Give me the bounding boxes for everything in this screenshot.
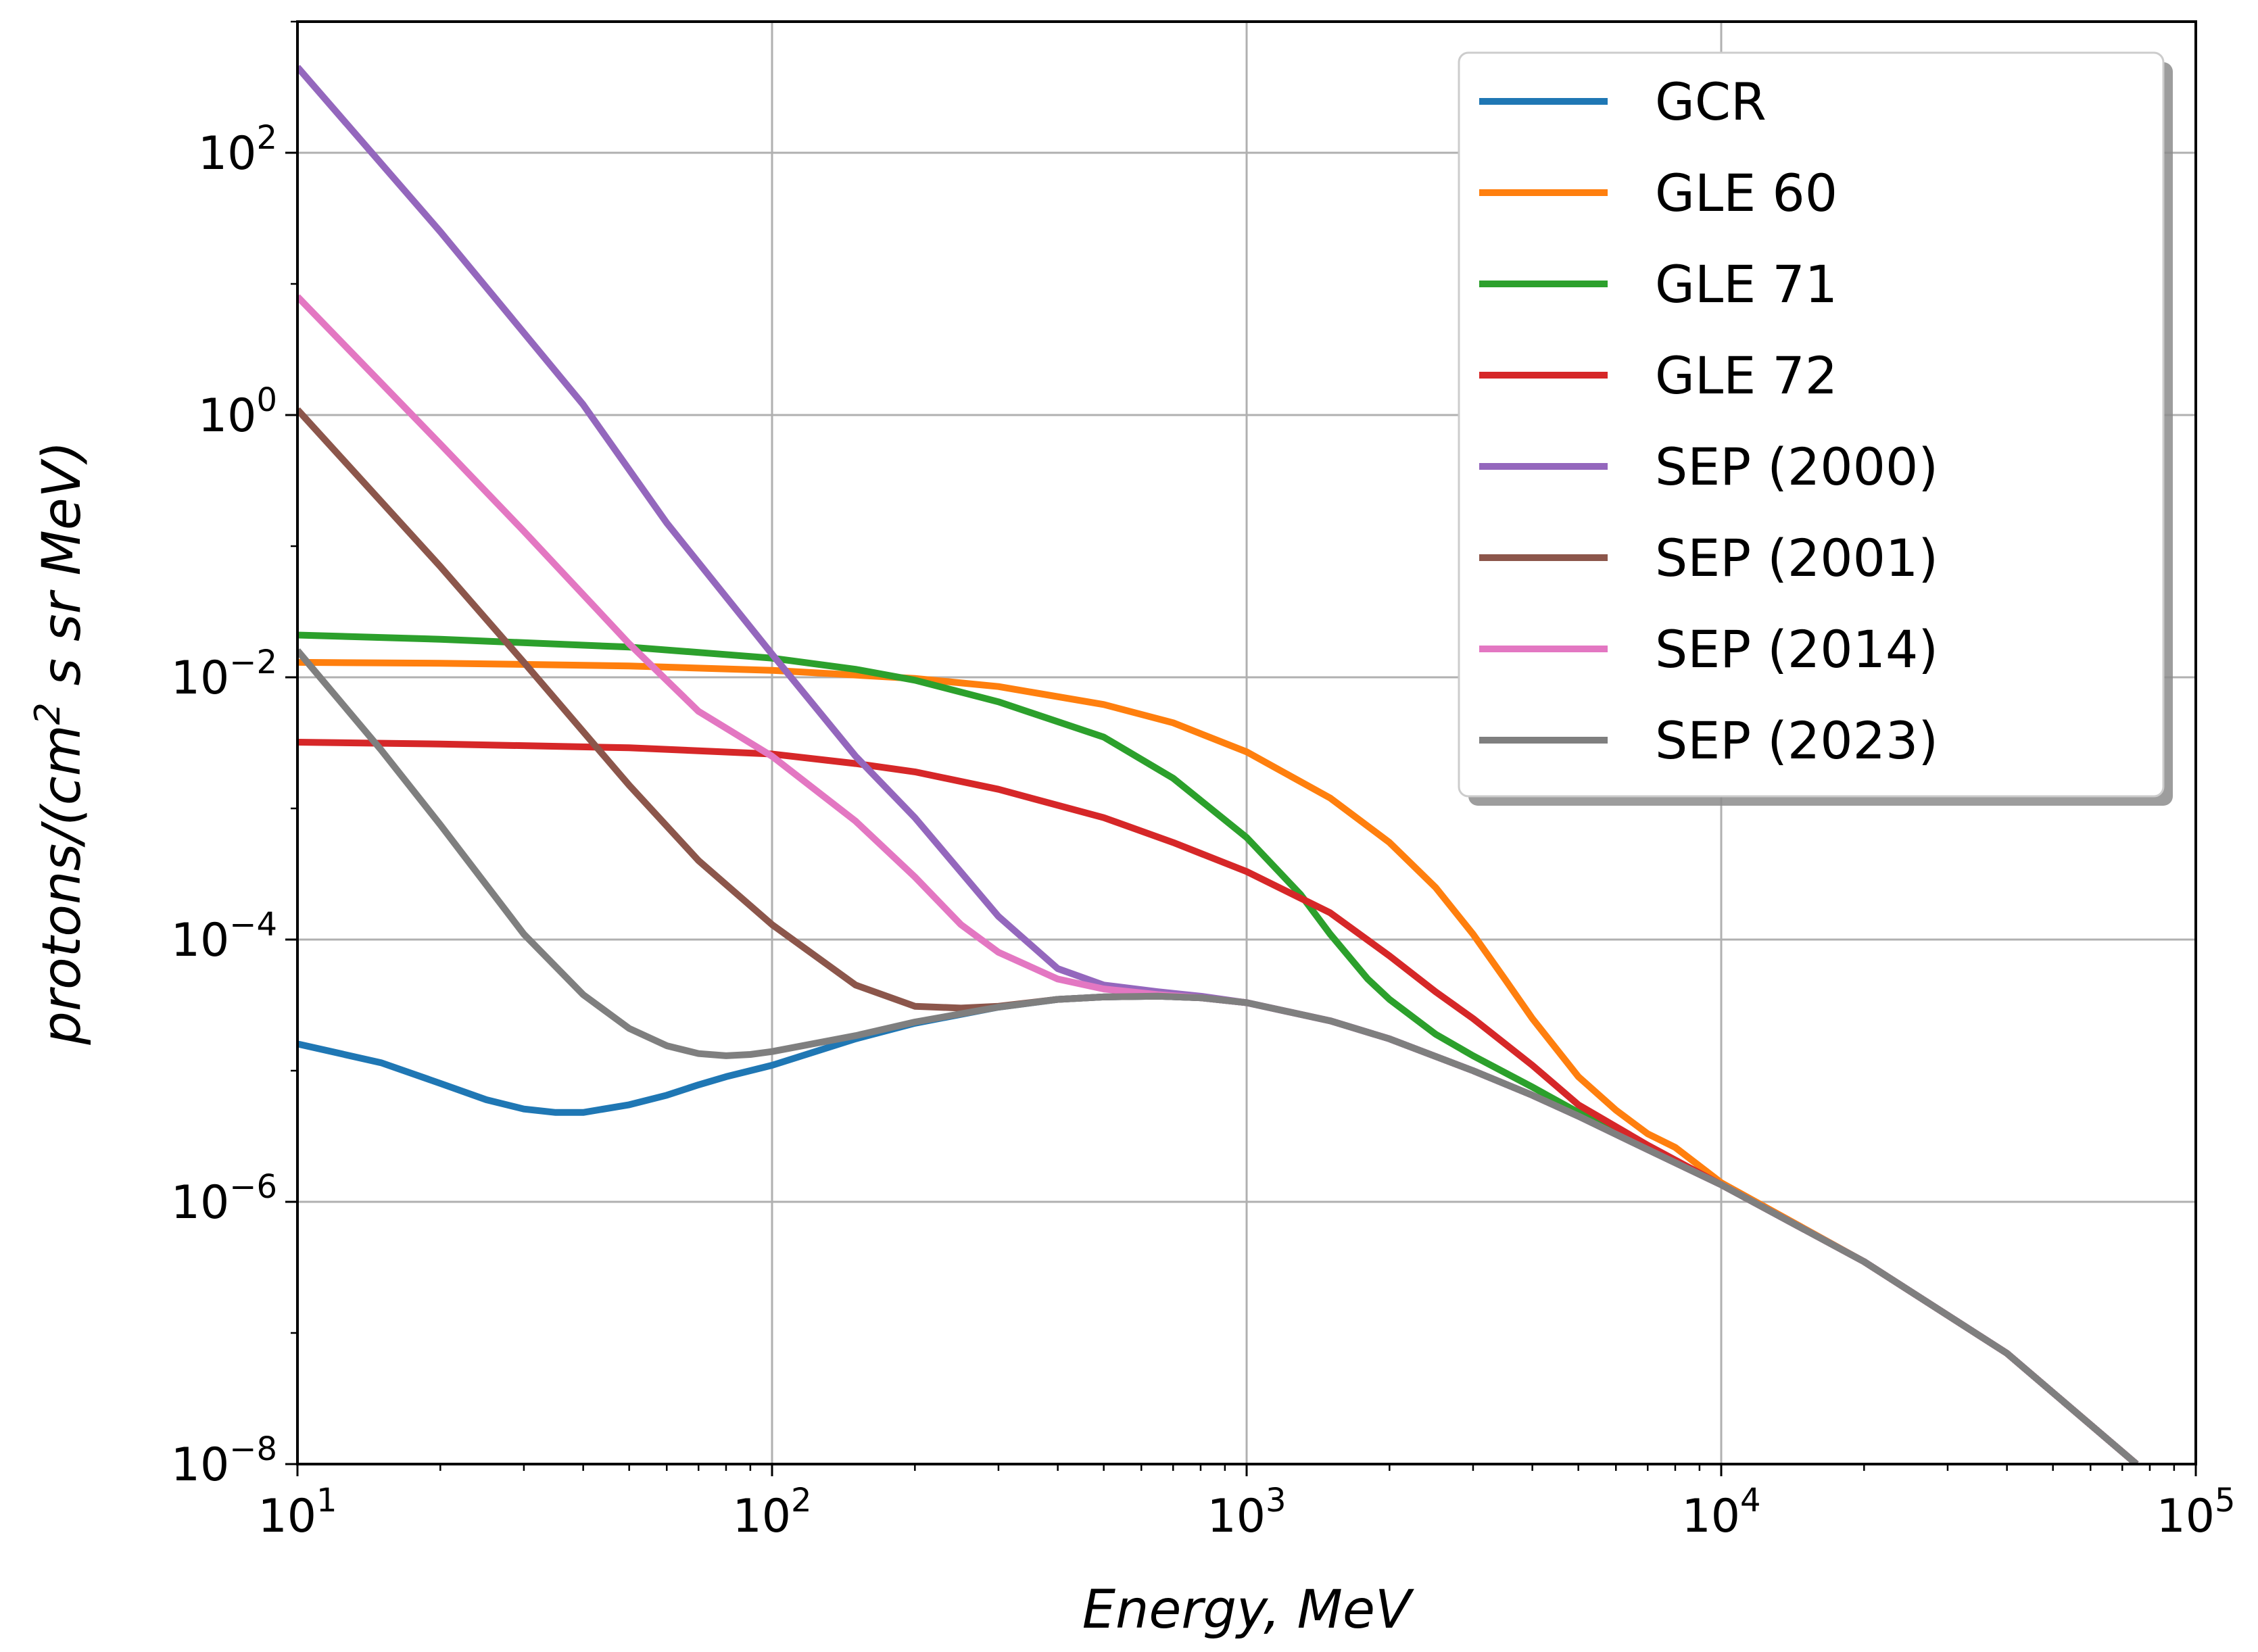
x-tick-labels: 101 102 103 104 105 [258, 1482, 2235, 1543]
y-tick-exponent: 0 [256, 381, 277, 419]
legend: GCR GLE 60 GLE 71 GLE 72 SEP (2000) SEP (2001… [1458, 51, 2173, 806]
y-tick-label: 10−6 [171, 1168, 277, 1230]
x-tick-exponent: 5 [2215, 1482, 2236, 1520]
x-tick-label: 105 [2156, 1482, 2235, 1543]
x-tick-exponent: 4 [1740, 1482, 1761, 1520]
x-tick-base: 10 [1207, 1490, 1266, 1543]
y-tick-exponent: −4 [229, 906, 277, 944]
y-tick-base: 10 [171, 1438, 230, 1492]
y-tick-label: 100 [198, 381, 277, 443]
legend-label-gle-60: GLE 60 [1655, 163, 1837, 223]
x-tick-base: 10 [732, 1490, 791, 1543]
x-tick-exponent: 1 [316, 1482, 337, 1520]
legend-label-gle-71: GLE 71 [1655, 254, 1837, 314]
x-tick-base: 10 [258, 1490, 316, 1543]
x-tick-label: 101 [258, 1482, 337, 1543]
y-tick-label: 10−2 [171, 643, 277, 705]
y-tick-exponent: −6 [229, 1168, 277, 1206]
y-tick-base: 10 [171, 914, 230, 967]
x-tick-base: 10 [1681, 1490, 1740, 1543]
x-axis-title: Energy, MeV [1082, 1580, 1414, 1641]
x-tick-label: 103 [1207, 1482, 1286, 1543]
legend-box [1458, 51, 2165, 798]
legend-label-sep-2014: SEP (2014) [1655, 619, 1938, 679]
y-tick-label: 10−4 [171, 906, 277, 967]
y-tick-base: 10 [171, 1176, 230, 1230]
x-tick-label: 104 [1681, 1482, 1760, 1543]
y-tick-exponent: −2 [229, 643, 277, 681]
y-tick-base: 10 [198, 127, 257, 180]
series-layer [297, 65, 2139, 1464]
series-line-sep-2023 [297, 648, 2139, 1464]
y-axis-title: protons/(cm2 s sr MeV) [28, 441, 93, 1045]
legend-label-sep-2001: SEP (2001) [1655, 528, 1938, 588]
legend-label-gcr: GCR [1655, 72, 1767, 132]
legend-label-sep-2000: SEP (2000) [1655, 437, 1938, 497]
legend-label-sep-2023: SEP (2023) [1655, 710, 1938, 771]
series-line-gle-60 [297, 658, 2139, 1464]
y-tick-exponent: 2 [256, 119, 277, 157]
y-tick-exponent: −8 [229, 1430, 277, 1468]
legend-label-gle-72: GLE 72 [1655, 345, 1837, 406]
x-tick-exponent: 2 [791, 1482, 812, 1520]
y-tick-base: 10 [198, 389, 257, 443]
y-tick-label: 10−8 [171, 1430, 277, 1492]
x-tick-base: 10 [2156, 1490, 2215, 1543]
x-tick-exponent: 3 [1266, 1482, 1287, 1520]
y-tick-label: 102 [198, 119, 277, 180]
y-tick-base: 10 [171, 652, 230, 705]
x-tick-label: 102 [732, 1482, 811, 1543]
major-ticks [285, 151, 2197, 1476]
